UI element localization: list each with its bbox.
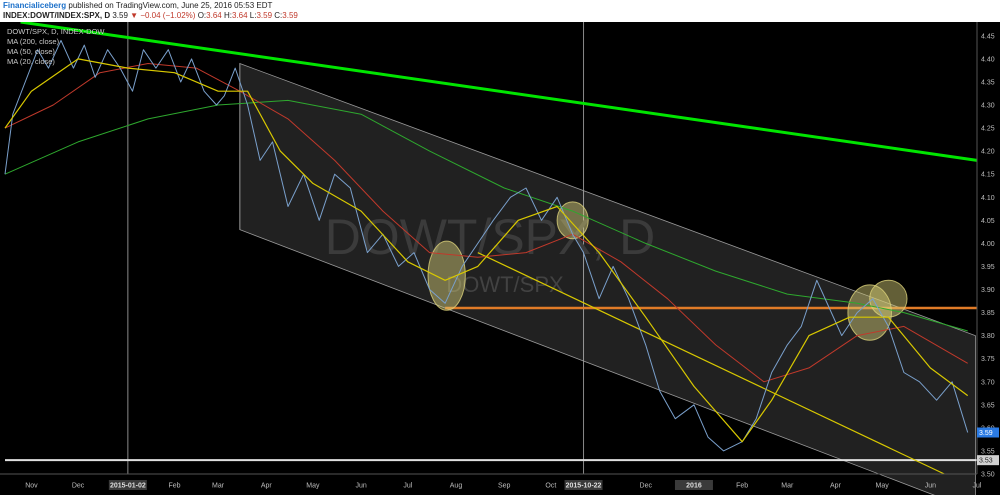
legend-item-ma20[interactable]: MA (20, close) [7,57,55,66]
x-tick-highlight [108,480,147,490]
y-tick-label: 4.10 [981,195,995,202]
highlight-ellipse[interactable] [847,284,892,341]
x-tick-label: May [876,483,890,490]
x-tick-label: Aug [450,483,463,490]
series-line-ma200[interactable] [4,99,968,332]
y-tick-label: 3.50 [981,472,995,479]
x-tick-label: 2016 [686,483,702,490]
indicator-legend: DOWT/SPX, D, INDEX-DOW MA (200, close) M… [7,27,105,67]
x-tick-label: Feb [736,483,748,490]
x-tick-label: Jul [973,483,982,490]
y-tick-label: 3.80 [981,333,995,340]
series-line-ma20[interactable] [4,58,969,443]
x-tick-label: Mar [781,483,794,490]
legend-item-ma50[interactable]: MA (50, close) [7,47,55,56]
y-tick-label: 4.40 [981,56,995,63]
y-tick-label: 3.90 [981,287,995,294]
x-tick-label: Sep [498,483,511,490]
last-price-label: 3.59 [979,430,993,437]
x-tick-label: Jun [925,483,936,490]
price-chart[interactable]: DOWT/SPX, D DOWT/SPX 3.503.553.603.653.7… [0,22,1000,495]
low-label: L: [249,11,257,20]
x-tick-label: Jul [403,483,412,490]
symbol-name: INDEX:DOWT/INDEX:SPX, D [3,11,111,20]
support-price-tag [977,455,999,466]
x-tick-label: Dec [72,483,85,490]
y-tick-label: 4.20 [981,149,995,156]
highlight-ellipse[interactable] [556,201,589,240]
publisher-name[interactable]: Financialiceberg [3,1,67,10]
support-price-label: 3.53 [979,458,993,465]
y-tick-label: 4.35 [981,79,995,86]
open-value: 3.64 [206,11,222,20]
x-tick-label: Feb [168,483,180,490]
close-label: C: [274,11,283,20]
series-line-ma50[interactable] [4,63,968,383]
x-tick-label: Dec [640,483,653,490]
y-tick-label: 3.95 [981,264,995,271]
chart-header: Financialiceberg published on TradingVie… [0,0,1000,22]
x-tick-label: Apr [261,483,273,490]
x-tick-highlight [564,480,603,490]
x-tick-label: Apr [830,483,842,490]
y-tick-label: 4.00 [981,241,995,248]
change-value: ▼ −0.04 (−1.02%) [130,11,196,20]
symbol-line: INDEX:DOWT/INDEX:SPX, D 3.59 ▼ −0.04 (−1… [3,11,298,21]
y-tick-label: 4.25 [981,126,995,133]
y-tick-label: 4.15 [981,172,995,179]
x-tick-label: Oct [545,483,556,490]
y-tick-label: 4.45 [981,33,995,40]
y-tick-label: 4.30 [981,103,995,110]
x-tick-label: Jun [355,483,366,490]
x-tick-highlight [674,480,713,490]
low-value: 3.59 [256,11,273,20]
published-text: published on TradingView.com, June 25, 2… [68,1,273,10]
trend-line-yellow[interactable] [477,252,945,475]
last-value: 3.59 [112,11,128,20]
x-tick-label: May [306,483,320,490]
x-tick-label: Nov [25,483,38,490]
x-tick-label: Mar [212,483,225,490]
x-tick-label: 2015-10-22 [566,483,602,490]
y-tick-label: 3.55 [981,448,995,455]
y-tick-label: 3.75 [981,356,995,363]
y-tick-label: 3.85 [981,310,995,317]
legend-title: DOWT/SPX, D, INDEX-DOW [7,27,105,36]
publisher-line: Financialiceberg published on TradingVie… [3,1,272,11]
close-value: 3.59 [282,11,298,20]
y-tick-label: 3.70 [981,379,995,386]
open-label: O: [197,11,207,20]
trend-line-green[interactable] [20,22,978,162]
last-price-tag [977,427,999,438]
high-label: H: [223,11,232,20]
high-value: 3.64 [231,11,248,20]
series-line-price[interactable] [4,39,969,452]
chart-background [0,22,1000,495]
y-tick-label: 3.65 [981,402,995,409]
y-tick-label: 4.05 [981,218,995,225]
highlight-ellipse[interactable] [427,240,466,311]
x-tick-label: 2015-01-02 [110,483,146,490]
legend-item-ma200[interactable]: MA (200, close) [7,37,60,46]
